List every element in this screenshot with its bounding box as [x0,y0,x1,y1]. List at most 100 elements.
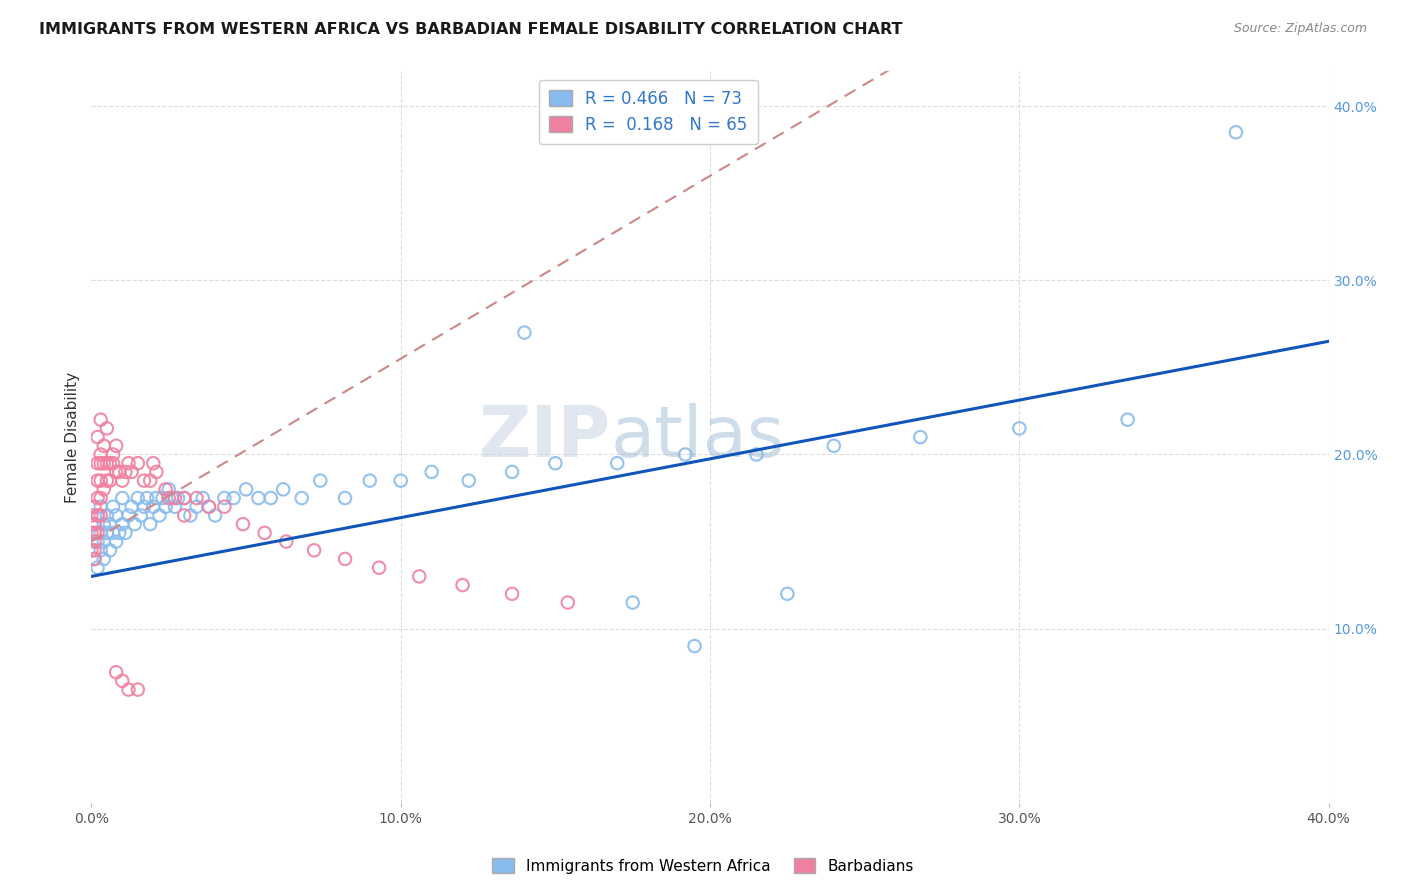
Point [93,534,115,549]
Point [214,491,236,505]
Legend: Immigrants from Western Africa, Barbadians: Immigrants from Western Africa, Barbadia… [486,852,920,880]
Point [333,552,356,566]
Point [152,491,174,505]
Point [111,474,134,488]
Point [83,500,105,514]
Point [90,474,112,488]
Point [501,587,523,601]
Point [83,552,105,566]
Point [101,525,124,540]
Point [90,543,112,558]
Point [253,525,276,540]
Point [124,517,146,532]
Point [86,456,108,470]
Point [86,508,108,523]
Point [96,456,118,470]
Point [157,491,180,505]
Point [139,517,162,532]
Point [117,456,139,470]
Point [544,456,567,470]
Point [132,500,155,514]
Point [139,474,162,488]
Point [271,483,294,497]
Point [96,525,118,540]
Point [204,508,226,523]
Point [291,491,314,505]
Point [108,465,131,479]
Point [105,465,128,479]
Point [557,595,579,609]
Point [910,430,932,444]
Point [145,491,167,505]
Point [408,569,430,583]
Point [80,525,103,540]
Point [163,491,186,505]
Point [83,525,105,540]
Point [167,491,190,505]
Point [823,439,845,453]
Point [93,483,115,497]
Point [90,500,112,514]
Point [606,456,628,470]
Point [86,534,108,549]
Point [359,474,381,488]
Point [186,500,208,514]
Point [93,456,115,470]
Point [86,430,108,444]
Point [101,500,124,514]
Point [90,412,112,426]
Point [191,491,214,505]
Point [368,560,391,574]
Point [98,543,121,558]
Point [276,534,298,549]
Point [222,491,245,505]
Point [111,517,134,532]
Point [1008,421,1031,435]
Point [83,543,105,558]
Legend: R = 0.466   N = 73, R =  0.168   N = 65: R = 0.466 N = 73, R = 0.168 N = 65 [538,79,758,144]
Point [96,421,118,435]
Point [155,483,177,497]
Point [163,500,186,514]
Point [302,543,325,558]
Point [90,448,112,462]
Point [673,448,696,462]
Point [83,517,105,532]
Text: atlas: atlas [612,402,786,472]
Point [83,517,105,532]
Point [157,483,180,497]
Point [148,508,170,523]
Point [451,578,474,592]
Point [232,517,254,532]
Point [173,491,195,505]
Point [114,525,136,540]
Point [93,552,115,566]
Point [105,665,128,680]
Point [111,673,134,688]
Text: ZIP: ZIP [479,402,612,472]
Point [179,508,201,523]
Point [111,491,134,505]
Point [121,465,143,479]
Point [86,525,108,540]
Point [127,682,149,697]
Point [90,491,112,505]
Point [136,491,159,505]
Point [96,474,118,488]
Point [142,456,165,470]
Point [333,491,356,505]
Point [1225,125,1247,139]
Point [96,508,118,523]
Point [214,500,236,514]
Text: Source: ZipAtlas.com: Source: ZipAtlas.com [1233,22,1367,36]
Point [309,474,332,488]
Point [121,500,143,514]
Point [513,326,536,340]
Point [173,508,195,523]
Point [198,500,221,514]
Point [132,474,155,488]
Point [83,534,105,549]
Point [80,543,103,558]
Point [745,448,768,462]
Point [98,517,121,532]
